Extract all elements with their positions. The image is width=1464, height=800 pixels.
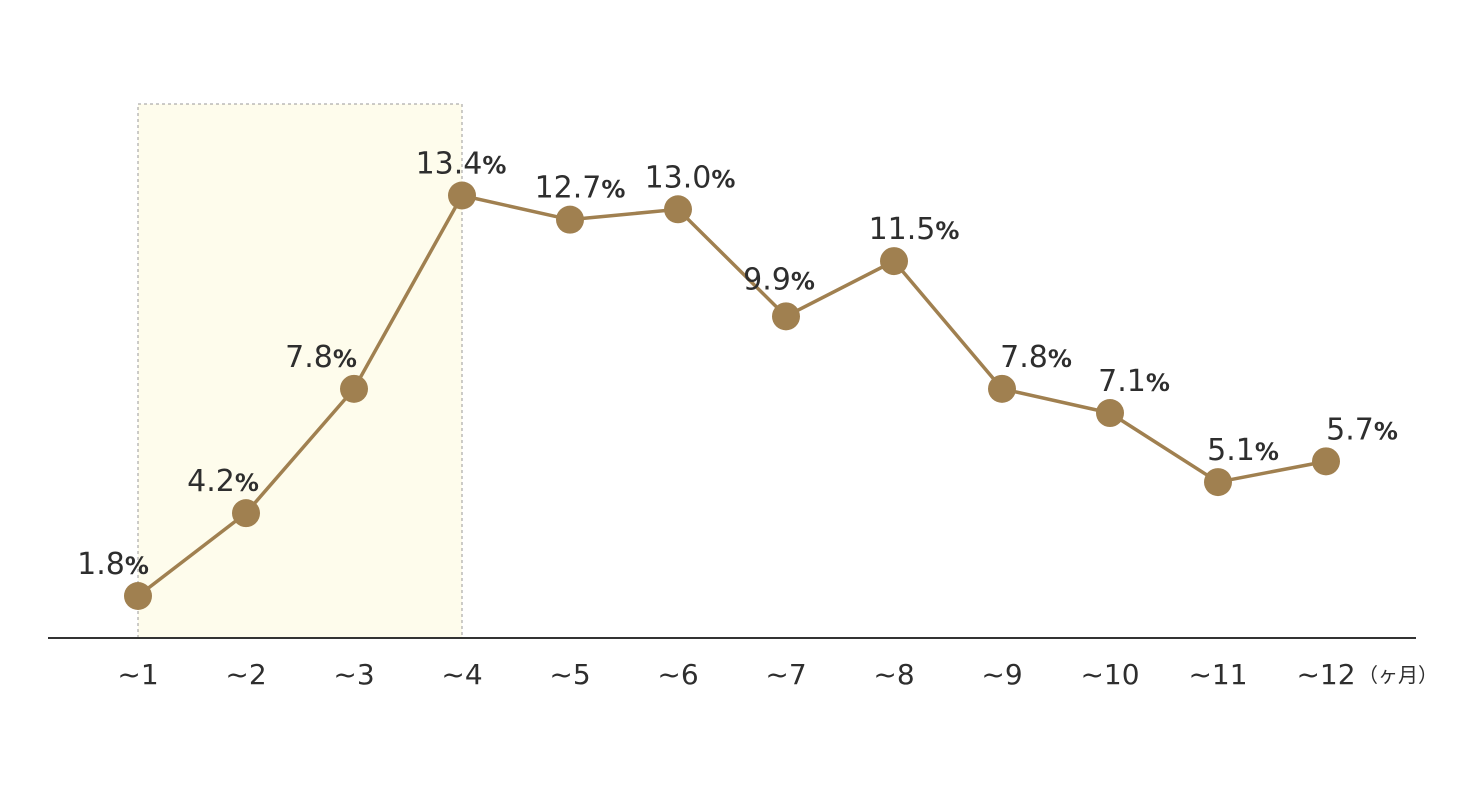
- x-tick-label-2: ~2: [225, 658, 266, 691]
- data-point-11: [1204, 468, 1232, 497]
- data-label-11: 5.1%: [1207, 433, 1279, 468]
- data-label-8: 11.5%: [869, 212, 960, 247]
- data-markers: [124, 181, 1340, 610]
- x-tick-label-11: ~11: [1188, 658, 1247, 691]
- data-point-5: [556, 205, 584, 234]
- data-label-1: 1.8%: [77, 547, 149, 582]
- data-point-3: [340, 374, 368, 403]
- data-label-12: 5.7%: [1326, 412, 1398, 447]
- x-tick-labels: ~1 ~2 ~3 ~4 ~5 ~6 ~7 ~8 ~9 ~10 ~11 ~12: [117, 658, 1355, 691]
- data-label-2: 4.2%: [187, 464, 259, 499]
- x-tick-label-3: ~3: [333, 658, 374, 691]
- x-axis-unit-label: （ヶ月）: [1358, 663, 1438, 687]
- data-point-1: [124, 582, 152, 610]
- data-point-10: [1096, 399, 1124, 428]
- data-point-7: [772, 302, 800, 331]
- data-label-10: 7.1%: [1098, 364, 1170, 399]
- data-label-6: 13.0%: [645, 160, 736, 195]
- data-label-9: 7.8%: [1000, 340, 1072, 375]
- data-label-3: 7.8%: [285, 340, 357, 375]
- x-tick-label-8: ~8: [873, 658, 914, 691]
- series-line: [136, 193, 1327, 598]
- x-tick-label-9: ~9: [981, 658, 1022, 691]
- data-point-12: [1312, 447, 1340, 476]
- x-tick-label-1: ~1: [117, 658, 158, 691]
- highlight-region: [137, 103, 463, 639]
- data-labels: 1.8% 4.2% 7.8% 13.4% 12.7% 13.0% 9.9% 11.5% 7.8%…: [77, 147, 1398, 583]
- data-point-4: [448, 181, 476, 210]
- data-point-2: [232, 499, 260, 528]
- data-label-5: 12.7%: [535, 171, 626, 206]
- data-point-6: [664, 195, 692, 224]
- x-tick-label-4: ~4: [441, 658, 482, 691]
- x-tick-label-5: ~5: [549, 658, 590, 691]
- data-point-9: [988, 374, 1016, 403]
- data-label-7: 9.9%: [743, 262, 815, 297]
- x-tick-label-10: ~10: [1080, 658, 1139, 691]
- x-tick-label-7: ~7: [765, 658, 806, 691]
- x-tick-label-12: ~12: [1296, 658, 1355, 691]
- x-tick-label-6: ~6: [657, 658, 698, 691]
- data-label-4: 13.4%: [416, 147, 507, 182]
- data-point-8: [880, 247, 908, 276]
